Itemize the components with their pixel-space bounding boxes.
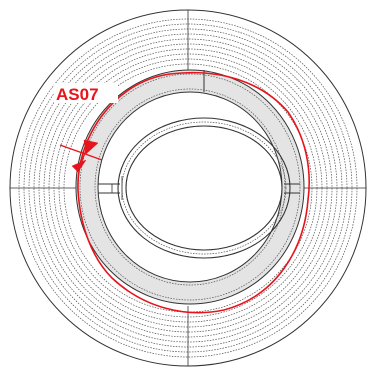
deviation-contour xyxy=(77,71,310,314)
annotation-label: AS07 xyxy=(56,85,99,104)
left-connector xyxy=(98,183,120,194)
thickness-marker xyxy=(59,139,103,173)
shell-outer-edge xyxy=(75,69,305,305)
marker-arrow-upper xyxy=(83,139,99,155)
annotation-label-background xyxy=(54,83,118,103)
marker-dimension-line xyxy=(79,149,87,167)
marker-arrow-lower xyxy=(71,159,87,173)
shell-outer-edge-dashed xyxy=(79,73,301,301)
inner-ring-outer xyxy=(117,117,291,259)
shell-inner-edge-dashed xyxy=(94,88,286,286)
marker-leader-line xyxy=(59,144,103,161)
right-connector xyxy=(284,183,300,194)
inner-ring-inner xyxy=(125,125,283,251)
axis-lines xyxy=(10,10,366,366)
